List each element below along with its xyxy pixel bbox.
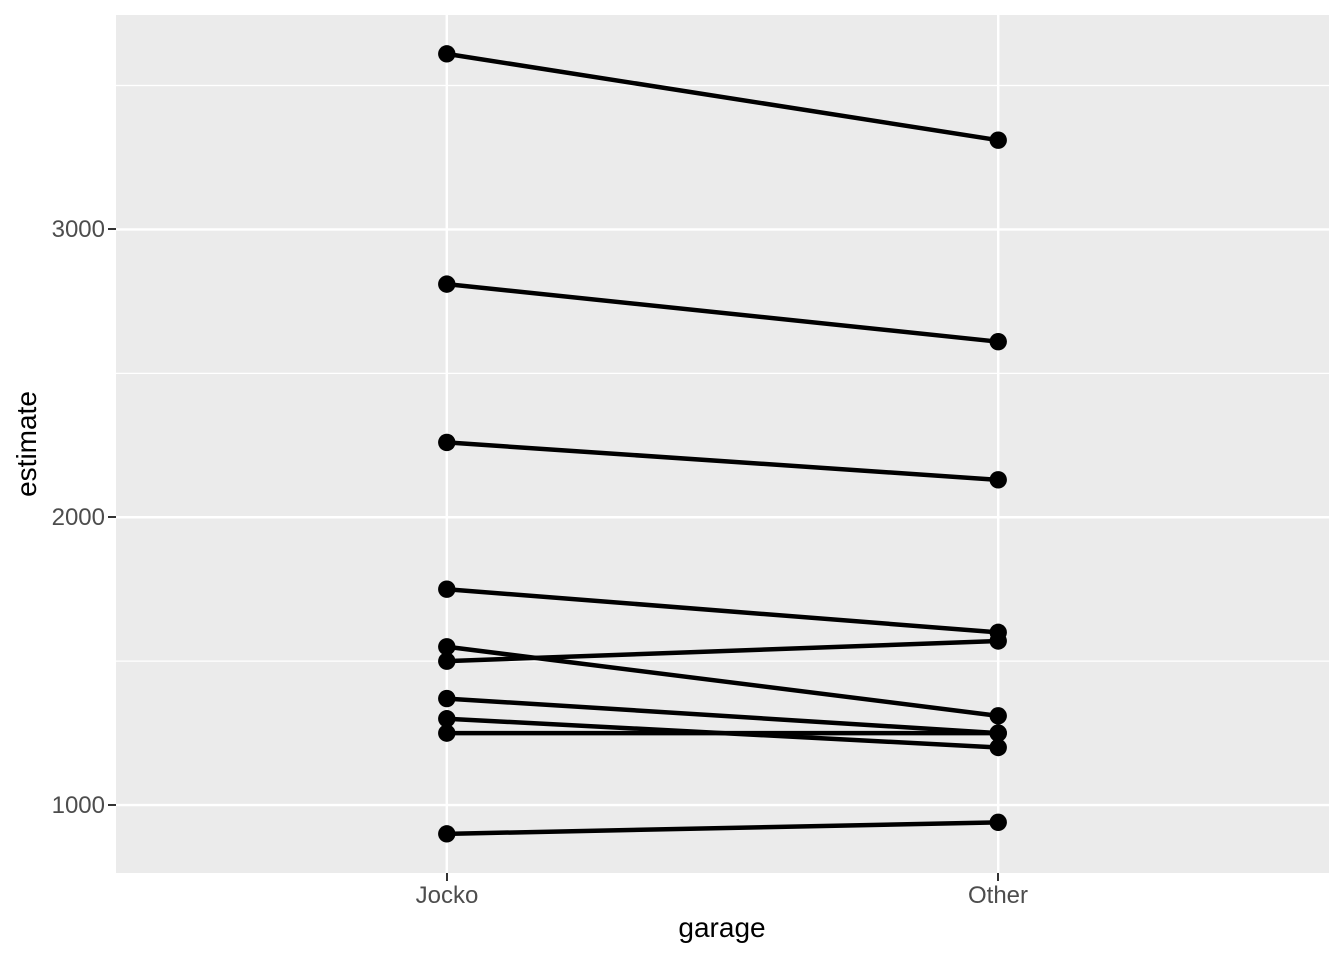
x-tick-label-other: Other bbox=[968, 882, 1028, 909]
x-tick-label-jocko: Jocko bbox=[416, 882, 479, 909]
data-line bbox=[446, 820, 999, 837]
y-axis-title: estimate bbox=[11, 391, 42, 497]
data-line bbox=[446, 51, 999, 143]
data-point bbox=[438, 724, 456, 742]
data-point bbox=[989, 813, 1007, 832]
data-line bbox=[446, 638, 999, 664]
y-tick-label-1000: 1000 bbox=[52, 792, 105, 819]
data-line bbox=[446, 281, 999, 344]
data-point bbox=[438, 638, 456, 656]
data-point bbox=[438, 433, 456, 452]
data-point bbox=[989, 707, 1007, 725]
data-point bbox=[438, 825, 456, 843]
gridlines bbox=[116, 15, 1329, 873]
data-point bbox=[438, 275, 456, 293]
data-point bbox=[438, 45, 456, 63]
data-point bbox=[989, 632, 1007, 650]
data-point bbox=[989, 131, 1007, 149]
data-point bbox=[438, 652, 456, 670]
x-axis-title: garage bbox=[678, 912, 765, 943]
y-tick-label-2000: 2000 bbox=[52, 504, 105, 531]
data-point bbox=[989, 332, 1007, 351]
data-line bbox=[446, 586, 999, 635]
data-line bbox=[446, 696, 999, 736]
data-point bbox=[989, 738, 1007, 757]
data-point bbox=[438, 580, 456, 598]
plot-panel bbox=[116, 15, 1329, 873]
data-point bbox=[438, 689, 456, 708]
data-point bbox=[438, 710, 456, 728]
axis-tick-marks bbox=[108, 228, 999, 881]
data-point bbox=[989, 471, 1007, 489]
data-line bbox=[446, 440, 999, 483]
data-point bbox=[989, 724, 1007, 742]
y-tick-label-3000: 3000 bbox=[52, 216, 105, 243]
data-series bbox=[438, 45, 1007, 843]
